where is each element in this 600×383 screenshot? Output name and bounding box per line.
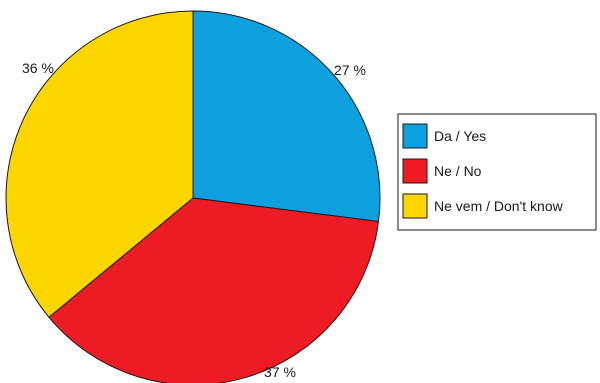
pie-slices <box>5 10 381 383</box>
legend-item-no-label: Ne / No <box>434 163 482 179</box>
pie-value-labels: 27 % 37 % 36 % <box>22 60 366 380</box>
slice-dont-know-value-label: 36 % <box>22 60 54 76</box>
legend-item-dont-know-label: Ne vem / Don't know <box>434 198 564 214</box>
slice-no-value-label: 37 % <box>264 364 296 380</box>
slice-yes <box>192 10 381 222</box>
legend-item-no-swatch <box>402 158 428 184</box>
slice-dont-know <box>5 10 194 318</box>
legend-item-yes-label: Da / Yes <box>434 128 486 144</box>
legend-box <box>397 113 597 231</box>
legend-item-dont-know-swatch <box>402 193 428 219</box>
legend-item-yes-swatch <box>402 123 428 149</box>
legend: Da / Yes Ne / No Ne vem / Don't know <box>397 113 597 231</box>
slice-yes-value-label: 27 % <box>334 62 366 78</box>
slice-no <box>48 197 380 383</box>
